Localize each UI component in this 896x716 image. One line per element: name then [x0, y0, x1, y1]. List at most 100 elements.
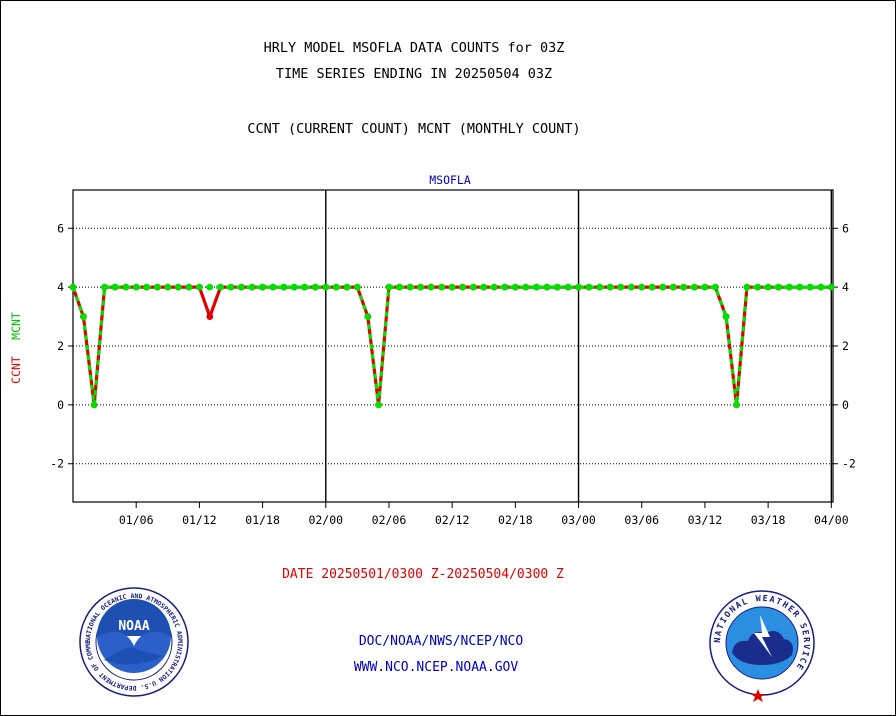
x-tick-label: 01/06	[119, 513, 154, 527]
point-mcnt	[385, 283, 393, 291]
y-tick-label-left: 2	[57, 339, 64, 353]
chart-title-line2: TIME SERIES ENDING IN 20250504 03Z	[276, 66, 552, 82]
x-tick-label: 03/06	[624, 513, 659, 527]
x-tick-label: 02/00	[308, 513, 343, 527]
point-mcnt	[743, 283, 751, 291]
point-mcnt	[785, 283, 793, 291]
y-tick-label-left: 6	[57, 221, 64, 235]
series-line-ccnt	[71, 285, 832, 407]
point-mcnt	[543, 283, 551, 291]
ylabel-mcnt: MCNT	[9, 312, 23, 340]
point-mcnt	[143, 283, 151, 291]
y-tick-label-right: 4	[842, 280, 849, 294]
x-tick-label: 01/18	[245, 513, 280, 527]
point-mcnt	[511, 283, 519, 291]
point-mcnt	[227, 283, 235, 291]
point-mcnt	[733, 401, 740, 409]
point-mcnt	[596, 283, 604, 291]
chart-title-line1: HRLY MODEL MSOFLA DATA COUNTS for 03Z	[264, 40, 565, 56]
point-mcnt	[80, 313, 87, 320]
noaa-logo: NATIONAL OCEANIC AND ATMOSPHERIC ADMINIS…	[79, 587, 189, 697]
point-mcnt	[827, 283, 835, 291]
point-mcnt	[817, 283, 825, 291]
point-mcnt	[269, 283, 277, 291]
point-mcnt	[501, 283, 509, 291]
point-mcnt	[627, 283, 635, 291]
point-mcnt	[185, 283, 193, 291]
point-mcnt	[438, 283, 446, 291]
point-ccnt	[206, 313, 214, 320]
point-mcnt	[775, 283, 782, 291]
x-tick-label: 02/06	[372, 513, 407, 527]
point-mcnt	[659, 283, 667, 291]
point-mcnt	[533, 283, 540, 291]
point-mcnt	[606, 283, 614, 291]
point-mcnt	[290, 283, 298, 291]
point-mcnt	[448, 283, 456, 291]
point-mcnt	[375, 401, 382, 409]
point-mcnt	[701, 283, 709, 291]
y-tick-label-right: 2	[842, 339, 849, 353]
point-mcnt	[174, 283, 182, 291]
point-mcnt	[648, 283, 656, 291]
point-mcnt	[322, 283, 330, 291]
point-mcnt	[469, 283, 477, 291]
point-mcnt	[164, 283, 172, 291]
y-tick-label-right: -2	[842, 457, 856, 471]
point-mcnt	[585, 283, 593, 291]
point-mcnt	[522, 283, 530, 291]
point-mcnt	[490, 283, 498, 291]
x-tick-label: 02/12	[435, 513, 470, 527]
point-mcnt	[195, 283, 203, 291]
website-label: WWW.NCO.NCEP.NOAA.GOV	[354, 660, 519, 675]
station-label: MSOFLA	[429, 173, 471, 187]
point-mcnt	[353, 283, 361, 291]
point-mcnt	[101, 283, 108, 291]
point-mcnt	[153, 283, 161, 291]
nws-logo: NATIONAL WEATHER SERVICE	[709, 590, 815, 702]
noaa-logo-text: NOAA	[118, 619, 149, 634]
point-mcnt	[206, 283, 214, 291]
series-line-mcnt	[71, 285, 832, 407]
point-mcnt	[280, 283, 288, 291]
y-tick-label-left: 4	[57, 280, 64, 294]
x-tick-label: 03/00	[561, 513, 596, 527]
point-mcnt	[238, 283, 245, 291]
x-tick-label: 03/18	[751, 513, 786, 527]
point-mcnt	[564, 283, 572, 291]
point-mcnt	[575, 283, 582, 291]
ylabel-ccnt: CCNT	[9, 356, 23, 384]
y-tick-label-left: 0	[57, 398, 64, 412]
point-mcnt	[764, 283, 772, 291]
date-range-label: DATE 20250501/0300 Z-20250504/0300 Z	[282, 567, 564, 582]
x-tick-label: 03/12	[688, 513, 723, 527]
point-mcnt	[332, 283, 340, 291]
point-mcnt	[259, 283, 266, 291]
point-mcnt	[638, 283, 646, 291]
point-mcnt	[111, 283, 119, 291]
point-mcnt	[722, 313, 730, 320]
point-mcnt	[122, 283, 130, 291]
point-mcnt	[248, 283, 256, 291]
point-mcnt	[311, 283, 319, 291]
point-mcnt	[669, 283, 677, 291]
point-mcnt	[680, 283, 688, 291]
point-mcnt	[459, 283, 466, 291]
plot-area: -2 -2 0 0 2 2 4 4 6 6 01/06 01/12 01/18 02/00 02/06 02/…	[50, 189, 856, 527]
org-path-label: DOC/NOAA/NWS/NCEP/NCO	[359, 634, 524, 649]
point-mcnt	[806, 283, 814, 291]
x-tick-label: 04/00	[814, 513, 849, 527]
point-mcnt	[553, 283, 561, 291]
point-mcnt	[617, 283, 624, 291]
chart-subtitle: CCNT (CURRENT COUNT) MCNT (MONTHLY COUNT…	[247, 121, 580, 137]
y-tick-label-right: 6	[842, 221, 849, 235]
point-mcnt	[69, 283, 77, 291]
point-mcnt	[480, 283, 488, 291]
point-mcnt	[343, 283, 351, 291]
point-mcnt	[711, 283, 719, 291]
x-tick-label: 02/18	[498, 513, 533, 527]
point-mcnt	[417, 283, 424, 291]
point-mcnt	[406, 283, 414, 291]
point-mcnt	[90, 401, 98, 409]
